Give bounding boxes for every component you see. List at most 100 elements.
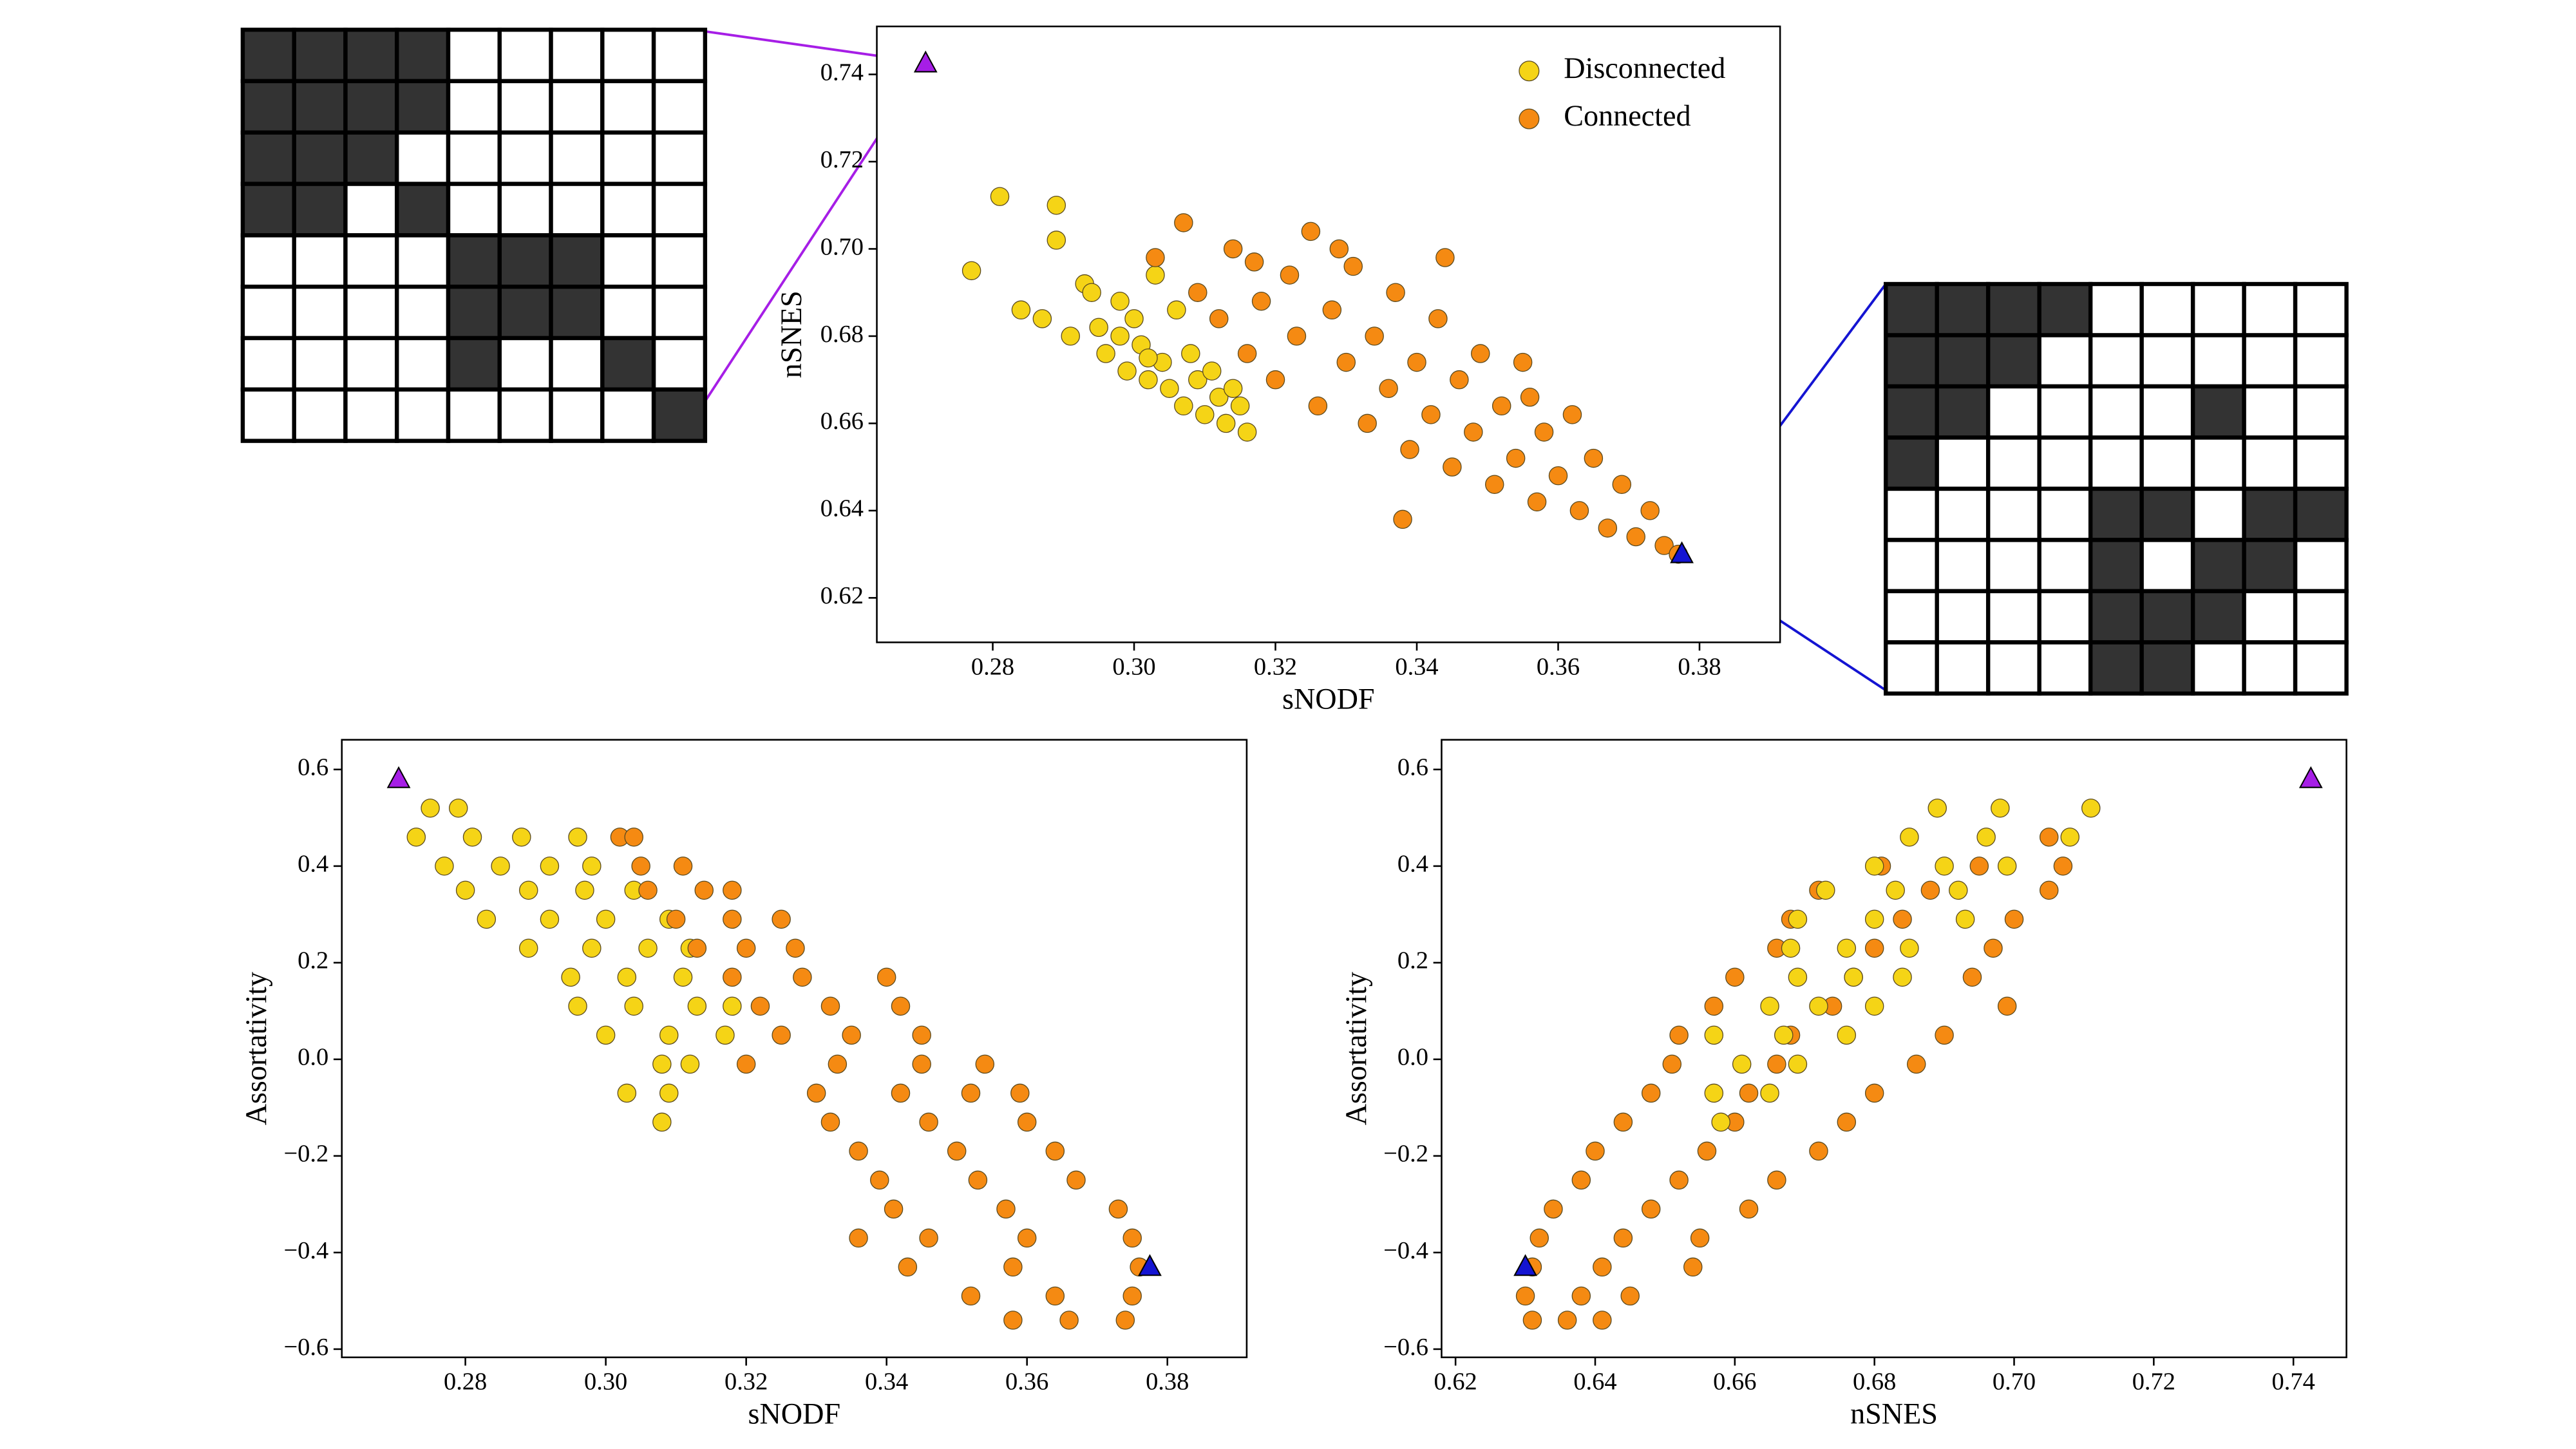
matrix-cell xyxy=(600,284,656,341)
matrix-cell xyxy=(497,27,553,84)
point xyxy=(1046,195,1066,215)
matrix-cell xyxy=(2037,333,2093,389)
matrix-cell xyxy=(497,284,553,341)
matrix-cell xyxy=(497,130,553,186)
x-axis-label: sNODF xyxy=(748,1397,841,1430)
matrix-cell xyxy=(600,182,656,238)
point xyxy=(1571,1170,1591,1190)
legend-label: Connected xyxy=(1564,99,1690,132)
point xyxy=(2039,828,2059,847)
point xyxy=(575,880,594,900)
point xyxy=(596,1025,616,1045)
matrix-cell xyxy=(292,233,348,289)
x-tick-label: 0.32 xyxy=(724,1368,768,1396)
point xyxy=(1864,909,1884,929)
matrix-cell xyxy=(1884,281,1939,337)
matrix-cell xyxy=(446,336,502,392)
point xyxy=(1251,292,1271,311)
matrix-cell xyxy=(2190,435,2246,491)
matrix-cell xyxy=(343,27,399,84)
point xyxy=(990,187,1010,206)
matrix-cell xyxy=(497,387,553,443)
point xyxy=(961,1083,981,1103)
matrix-cell xyxy=(1935,333,1991,389)
point xyxy=(1544,1199,1563,1219)
point xyxy=(870,1170,889,1190)
point xyxy=(898,1257,918,1277)
matrix-cell xyxy=(1884,640,1939,696)
point xyxy=(1620,1286,1640,1306)
point xyxy=(1146,265,1165,285)
y-tick-label: −0.6 xyxy=(1383,1334,1428,1361)
matrix-cell xyxy=(343,182,399,238)
point xyxy=(1110,292,1130,311)
point xyxy=(786,938,805,958)
matrix-cell xyxy=(2190,281,2246,337)
x-tick-label: 0.36 xyxy=(1537,653,1580,680)
point xyxy=(1301,222,1321,242)
point xyxy=(1358,413,1377,433)
point xyxy=(617,1083,637,1103)
point xyxy=(2004,909,2024,929)
point xyxy=(687,996,707,1016)
point xyxy=(1174,213,1193,232)
point xyxy=(1864,857,1884,876)
matrix-cell xyxy=(600,233,656,289)
matrix-cell xyxy=(240,79,296,135)
point xyxy=(421,799,440,818)
point xyxy=(1336,352,1356,372)
y-tick-label: −0.2 xyxy=(283,1141,328,1168)
point xyxy=(455,880,475,900)
point xyxy=(1837,1025,1857,1045)
matrix-cell xyxy=(395,79,451,135)
y-tick-label: 0.6 xyxy=(1397,754,1428,781)
triangle-marker xyxy=(386,766,411,788)
matrix-cell xyxy=(1935,435,1991,491)
matrix-cell xyxy=(240,233,296,289)
matrix-cell xyxy=(2037,640,2093,696)
matrix-cell xyxy=(446,233,502,289)
point xyxy=(1612,475,1632,494)
point xyxy=(806,1083,826,1103)
point xyxy=(1386,283,1405,302)
y-tick-label: 0.70 xyxy=(820,233,864,260)
point xyxy=(652,1112,672,1132)
y-tick-label: −0.2 xyxy=(1383,1141,1428,1168)
point xyxy=(1697,1141,1717,1161)
point xyxy=(1725,967,1745,987)
point xyxy=(820,1112,840,1132)
point xyxy=(582,857,601,876)
matrix-cell xyxy=(446,387,502,443)
point xyxy=(1809,996,1828,1016)
point xyxy=(1893,909,1912,929)
point xyxy=(1017,1228,1037,1248)
point xyxy=(750,996,770,1016)
point xyxy=(1117,361,1137,381)
matrix-cell xyxy=(549,27,605,84)
x-tick-label: 0.34 xyxy=(1395,653,1438,680)
matrix-cell xyxy=(600,130,656,186)
point xyxy=(568,996,587,1016)
x-tick-label: 0.62 xyxy=(1434,1368,1477,1396)
point xyxy=(1484,475,1504,494)
point xyxy=(694,880,714,900)
matrix-cell xyxy=(1935,589,1991,645)
point xyxy=(1760,996,1779,1016)
point xyxy=(435,857,454,876)
matrix-cell xyxy=(1985,486,2041,542)
point xyxy=(723,996,742,1016)
point xyxy=(723,880,742,900)
point xyxy=(1209,309,1229,328)
point xyxy=(1900,938,1919,958)
matrix-cell xyxy=(2139,486,2195,542)
matrix-cell xyxy=(395,284,451,341)
point xyxy=(596,909,616,929)
matrix-cell xyxy=(292,27,348,84)
x-tick-label: 0.66 xyxy=(1713,1368,1756,1396)
point xyxy=(1837,938,1857,958)
point xyxy=(448,799,468,818)
point xyxy=(736,938,756,958)
y-tick-label: 0.0 xyxy=(1397,1044,1428,1071)
y-tick-label: 0.4 xyxy=(1397,851,1428,878)
point xyxy=(891,996,911,1016)
